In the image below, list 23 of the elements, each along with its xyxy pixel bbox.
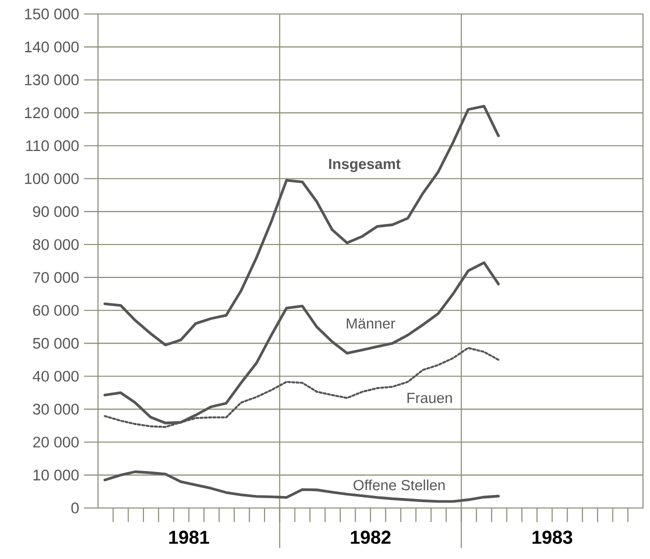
y-tick-label: 0 xyxy=(71,502,79,514)
series-label: Frauen xyxy=(408,392,452,404)
y-tick-label: 80 000 xyxy=(33,239,79,250)
y-tick-label: 120 000 xyxy=(25,107,79,118)
y-tick-label: 110 000 xyxy=(26,140,79,152)
x-tick-label: 1981 xyxy=(169,530,210,544)
x-tick-label: 1983 xyxy=(532,530,572,544)
y-tick-label: 130 000 xyxy=(25,74,79,86)
y-tick-label: 140 000 xyxy=(25,41,79,52)
y-tick-label: 10 000 xyxy=(34,470,79,480)
y-tick-label: 70 000 xyxy=(33,272,79,283)
y-tick-label: 50 000 xyxy=(32,338,79,349)
y-tick-label: 30 000 xyxy=(32,404,79,415)
y-tick-label: 90 000 xyxy=(33,206,79,218)
y-tick-label: 60 000 xyxy=(33,304,79,316)
series-label: Männer xyxy=(346,318,396,329)
y-tick-label: 100 000 xyxy=(25,173,79,184)
series-label: Insgesamt xyxy=(329,158,401,172)
y-tick-label: 150 000 xyxy=(25,8,79,20)
y-tick-label: 20 000 xyxy=(33,436,79,448)
y-tick-label: 40 000 xyxy=(32,370,79,382)
x-tick-label: 1982 xyxy=(350,530,391,544)
series-label: Offene Stellen xyxy=(354,480,445,490)
